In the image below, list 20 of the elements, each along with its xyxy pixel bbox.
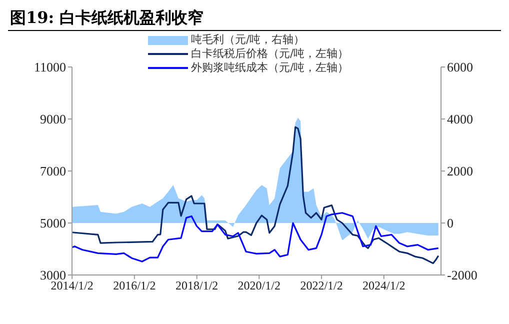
chart-title: 图19: 白卡纸纸机盈利收窄 (8, 8, 501, 31)
y-tick-label: 9000 (40, 112, 66, 127)
y2-tick-label: -2000 (447, 268, 478, 283)
y2-tick-label: 6000 (447, 60, 473, 75)
x-tick-label: 2020/1/2 (238, 278, 280, 293)
x-tick-label: 2022/1/2 (300, 278, 343, 293)
y-tick-label: 5000 (40, 216, 66, 231)
legend-label: 吨毛利（元/吨，右轴） (191, 33, 305, 47)
legend-label: 白卡纸税后价格（元/吨，左轴） (191, 47, 349, 61)
line-series (72, 126, 440, 264)
x-tick-label: 2018/1/2 (175, 278, 218, 293)
x-tick-label: 2016/1/2 (113, 278, 156, 293)
y-tick-label: 11000 (34, 60, 66, 75)
legend-label: 外购浆吨纸成本（元/吨，左轴） (191, 61, 349, 75)
line-series (72, 212, 440, 262)
x-tick-label: 2024/1/2 (362, 278, 406, 293)
y2-tick-label: 4000 (447, 112, 473, 127)
y2-tick-label: 0 (447, 216, 454, 231)
y-tick-label: 7000 (40, 164, 66, 179)
y2-tick-label: 2000 (447, 164, 473, 179)
